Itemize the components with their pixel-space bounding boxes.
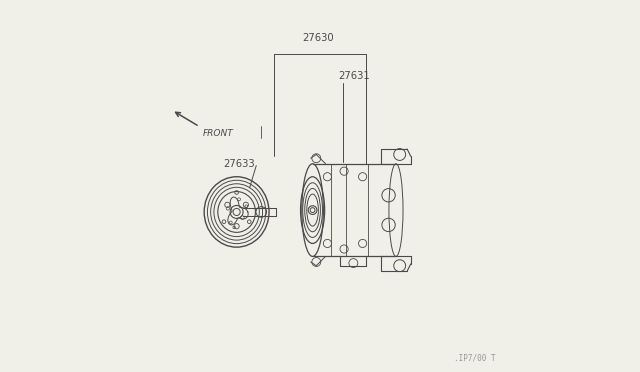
Text: 27633: 27633 <box>223 159 255 169</box>
Text: 27631: 27631 <box>338 71 369 81</box>
Text: 27630: 27630 <box>302 33 334 43</box>
Text: .IP7/00 T: .IP7/00 T <box>454 353 496 362</box>
Text: FRONT: FRONT <box>202 129 233 138</box>
